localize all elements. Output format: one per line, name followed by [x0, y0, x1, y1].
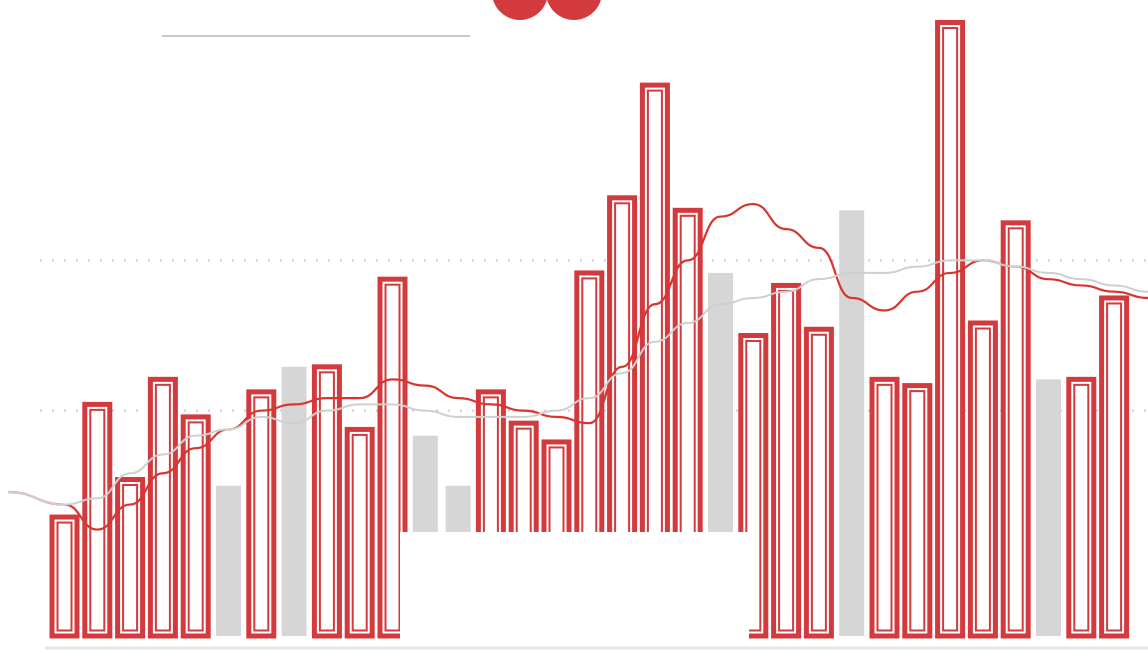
bar-26 — [902, 383, 933, 639]
bar-27 — [935, 20, 966, 639]
bar-2 — [115, 477, 146, 639]
bar-inner-29 — [1007, 227, 1024, 632]
lines-layer — [7, 202, 1148, 531]
bar-inner-32 — [1106, 302, 1123, 632]
bar-23 — [803, 326, 834, 639]
title-red-circle-1 — [493, 0, 547, 20]
bar-7 — [281, 366, 307, 636]
bar-30 — [1036, 379, 1061, 636]
bar-inner-10 — [384, 283, 401, 632]
bar-inner-9 — [351, 433, 368, 632]
bar-inner-1 — [89, 408, 106, 632]
bar-inner-2 — [122, 484, 139, 632]
bar-31 — [1066, 376, 1097, 639]
overlay-white-box — [400, 532, 749, 653]
bar-32 — [1099, 295, 1130, 639]
bar-inner-21 — [745, 340, 762, 632]
bar-0 — [49, 514, 80, 639]
bar-inner-4 — [187, 421, 204, 632]
bar-1 — [82, 401, 113, 639]
bar-inner-23 — [810, 333, 827, 632]
bar-4 — [180, 414, 211, 639]
bar-3 — [147, 376, 178, 639]
series-line-1 — [7, 259, 1148, 506]
bar-inner-8 — [318, 371, 335, 632]
bar-28 — [967, 320, 998, 639]
bar-22 — [771, 282, 802, 639]
bar-inner-0 — [56, 521, 73, 632]
bar-inner-25 — [876, 383, 893, 632]
bar-10 — [377, 276, 408, 639]
bar-inner-6 — [253, 396, 270, 632]
bar-29 — [1000, 220, 1031, 639]
bar-9 — [344, 426, 375, 639]
title-area — [162, 0, 601, 37]
bar-inner-26 — [909, 390, 926, 632]
bar-25 — [869, 376, 900, 639]
bar-inner-31 — [1073, 383, 1090, 632]
bar-8 — [311, 364, 342, 639]
bar-6 — [246, 389, 277, 639]
bar-inner-3 — [154, 383, 171, 632]
bar-5 — [216, 485, 241, 636]
bar-inner-28 — [974, 327, 991, 632]
bar-inner-27 — [942, 27, 959, 632]
title-red-circle-2 — [547, 0, 601, 20]
series-line-0 — [7, 202, 1148, 531]
bar-24 — [839, 210, 865, 636]
